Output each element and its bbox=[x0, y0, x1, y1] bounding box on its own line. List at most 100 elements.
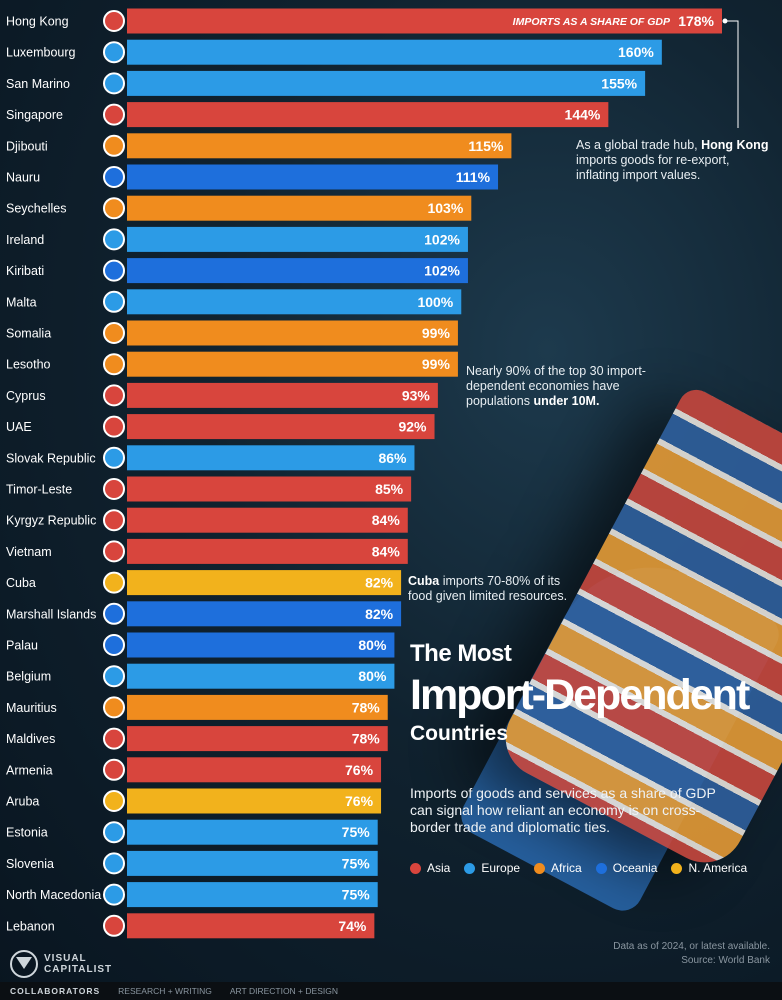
flag-icon bbox=[103, 446, 125, 469]
flag-icon bbox=[103, 852, 125, 875]
source-note: Data as of 2024, or latest available. So… bbox=[613, 941, 770, 966]
bar bbox=[127, 70, 646, 96]
country-label: Nauru bbox=[6, 171, 40, 185]
bar bbox=[127, 289, 462, 315]
flag-icon bbox=[103, 72, 125, 95]
data-label: 74% bbox=[338, 918, 367, 934]
country-label: Armenia bbox=[6, 763, 53, 777]
flag-icon bbox=[103, 821, 125, 844]
bar bbox=[127, 632, 395, 658]
flag-icon bbox=[103, 228, 125, 251]
bar bbox=[127, 726, 388, 752]
flag-icon bbox=[103, 634, 125, 656]
data-label: 85% bbox=[375, 481, 404, 497]
bar bbox=[127, 663, 395, 689]
bar bbox=[127, 694, 388, 720]
bar bbox=[127, 351, 458, 377]
data-label: 99% bbox=[422, 325, 451, 341]
legend-swatch bbox=[595, 862, 607, 874]
legend-item: Oceania bbox=[595, 861, 657, 875]
flag-icon bbox=[103, 41, 125, 64]
legend-item: Africa bbox=[534, 861, 582, 875]
data-label: 75% bbox=[342, 855, 371, 871]
flag-icon bbox=[103, 727, 125, 750]
flag-icon bbox=[103, 197, 125, 220]
flag-icon bbox=[103, 134, 125, 157]
country-label: Ireland bbox=[6, 233, 44, 247]
bar bbox=[127, 819, 378, 845]
flag-icon bbox=[103, 353, 125, 376]
data-label: 78% bbox=[352, 731, 381, 747]
data-label: 160% bbox=[618, 44, 654, 60]
data-label: 115% bbox=[468, 138, 504, 154]
country-label: Kiribati bbox=[6, 264, 44, 278]
flag-icon bbox=[103, 665, 125, 688]
country-label: Mauritius bbox=[6, 701, 57, 715]
bar bbox=[127, 601, 402, 627]
country-label: Vietnam bbox=[6, 545, 52, 559]
country-label: Maldives bbox=[6, 732, 55, 746]
country-label: Cuba bbox=[6, 576, 36, 590]
bar bbox=[127, 102, 609, 128]
country-label: Kyrgyz Republic bbox=[6, 514, 96, 528]
data-label: 78% bbox=[352, 699, 381, 715]
title-line-3: Countries bbox=[410, 722, 509, 745]
data-label: 93% bbox=[402, 387, 431, 403]
flag-icon bbox=[103, 384, 125, 407]
title-line-1: The Most bbox=[410, 640, 512, 667]
data-label: 76% bbox=[345, 762, 374, 778]
logo-mark-icon bbox=[10, 950, 38, 978]
chart-description: Imports of goods and services as a share… bbox=[410, 785, 716, 835]
flag-icon bbox=[103, 540, 125, 563]
legend-swatch bbox=[410, 862, 421, 874]
flag-icon bbox=[103, 166, 125, 188]
data-label: 103% bbox=[427, 200, 463, 216]
flag-icon bbox=[103, 10, 125, 32]
bar bbox=[127, 445, 415, 471]
data-label: 76% bbox=[345, 793, 374, 809]
title-line-2: Import-Dependent bbox=[410, 671, 750, 719]
country-label: Aruba bbox=[6, 795, 39, 809]
country-label: North Macedonia bbox=[6, 888, 101, 902]
country-label: Estonia bbox=[6, 826, 48, 840]
bar bbox=[127, 913, 375, 939]
legend-item: Asia bbox=[410, 861, 450, 875]
bar bbox=[127, 757, 382, 783]
legend-item: N. America bbox=[671, 861, 747, 875]
country-label: Djibouti bbox=[6, 139, 48, 153]
flag-icon bbox=[103, 602, 125, 625]
data-label: 75% bbox=[342, 887, 371, 903]
data-label: 80% bbox=[358, 668, 387, 684]
data-label: 80% bbox=[358, 637, 387, 653]
bar bbox=[127, 476, 412, 502]
country-label: Luxembourg bbox=[6, 46, 76, 60]
bar bbox=[127, 8, 722, 34]
bar bbox=[127, 414, 435, 440]
flag-icon bbox=[103, 758, 125, 781]
bar bbox=[127, 788, 382, 814]
flag-icon bbox=[103, 696, 125, 719]
bar bbox=[127, 507, 408, 533]
bar bbox=[127, 850, 378, 876]
country-label: San Marino bbox=[6, 77, 70, 91]
leader-dot bbox=[722, 18, 728, 24]
legend-label: Asia bbox=[427, 861, 451, 875]
data-label: 86% bbox=[378, 450, 407, 466]
legend-label: Africa bbox=[551, 861, 582, 875]
bar bbox=[127, 538, 408, 564]
data-label: 84% bbox=[372, 543, 401, 559]
bar bbox=[127, 133, 512, 159]
value-header: IMPORTS AS A SHARE OF GDP bbox=[513, 16, 671, 28]
cuba-note: Cuba imports 70-80% of its food given li… bbox=[408, 574, 568, 603]
bar bbox=[127, 195, 472, 221]
country-label: Lebanon bbox=[6, 919, 55, 933]
title-block: The Most Import-Dependent Countries bbox=[410, 640, 780, 746]
data-label: 102% bbox=[424, 263, 460, 279]
country-label: UAE bbox=[6, 420, 32, 434]
bar bbox=[127, 164, 499, 190]
flag-icon bbox=[103, 914, 125, 937]
country-label: Singapore bbox=[6, 108, 63, 122]
flag-icon bbox=[103, 259, 125, 282]
data-label: 144% bbox=[565, 107, 601, 123]
country-label: Slovenia bbox=[6, 857, 54, 871]
